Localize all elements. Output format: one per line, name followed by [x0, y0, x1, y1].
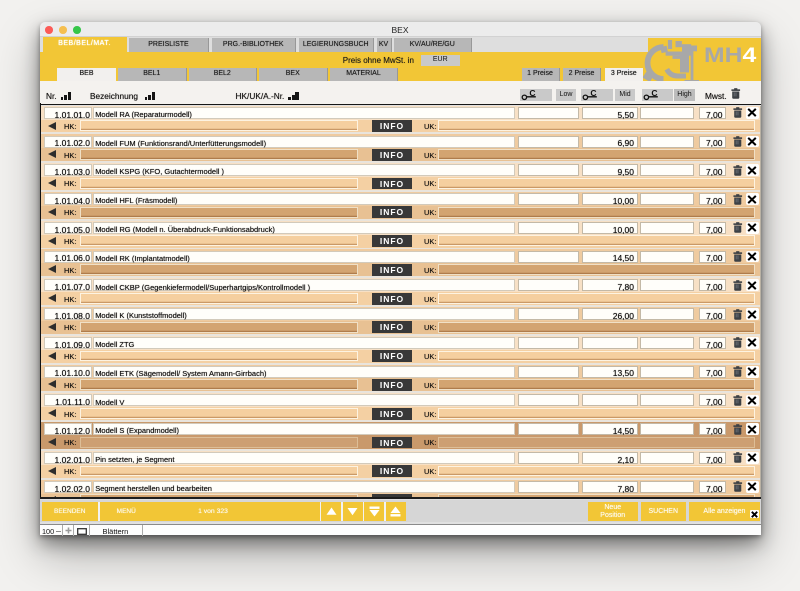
svg-text:C: C — [590, 88, 596, 98]
svg-text:C: C — [651, 88, 657, 98]
svg-text:C: C — [529, 88, 535, 98]
